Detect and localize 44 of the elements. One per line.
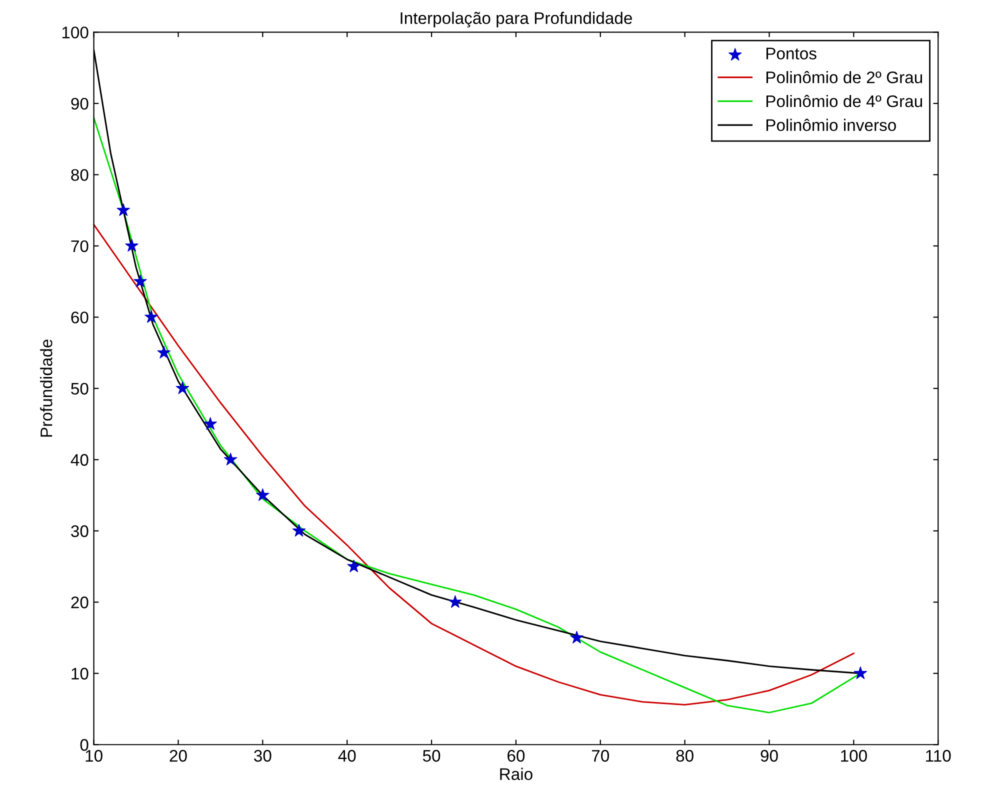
x-tick-label: 90	[760, 750, 778, 762]
point	[176, 381, 190, 394]
x-tick-label: 70	[592, 750, 610, 762]
x-tick-label: 60	[508, 750, 525, 762]
y-tick-label: 80	[71, 169, 88, 181]
x-tick-label: 100	[841, 750, 867, 762]
y-tick-label: 100	[62, 26, 88, 38]
y-tick-label: 70	[71, 240, 88, 252]
point	[116, 203, 130, 216]
point	[224, 452, 238, 466]
y-tick-label: 30	[71, 525, 88, 538]
x-tick-label: 80	[676, 750, 694, 762]
point	[347, 560, 360, 572]
y-tick-label: 50	[71, 382, 88, 395]
x-tick-label: 10	[86, 750, 102, 762]
y-tick-label: 0	[80, 739, 88, 751]
y-axis-title: Profundidade	[40, 340, 52, 437]
point	[292, 524, 306, 537]
x-tick-label: 30	[254, 750, 272, 762]
y-tick-label: 60	[71, 312, 88, 324]
legend-label: Polinômio de 4º Grau	[766, 94, 922, 108]
point	[570, 630, 584, 644]
point	[204, 417, 217, 430]
y-tick-label: 20	[71, 596, 88, 608]
point	[256, 488, 270, 501]
point	[854, 666, 868, 680]
legend-label: Polinômio inverso	[766, 118, 896, 132]
x-tick-label: 110	[926, 750, 951, 762]
y-tick-label: 90	[71, 98, 88, 110]
line-series	[94, 224, 854, 706]
point	[134, 274, 147, 288]
x-tick-label: 20	[170, 750, 187, 762]
point	[144, 310, 158, 323]
point	[125, 238, 138, 252]
x-tick-label: 50	[422, 750, 440, 762]
x-axis-title: Raio	[500, 768, 532, 780]
point	[448, 595, 462, 608]
legend-label: Polinômio de 2º Grau	[766, 71, 922, 84]
y-tick-label: 10	[72, 668, 88, 680]
point	[157, 346, 171, 358]
legend-label: Pontos	[766, 48, 816, 60]
x-tick-label: 40	[338, 750, 356, 762]
y-tick-label: 40	[70, 454, 88, 466]
chart-title: Interpolação para Profundidade	[400, 12, 632, 28]
